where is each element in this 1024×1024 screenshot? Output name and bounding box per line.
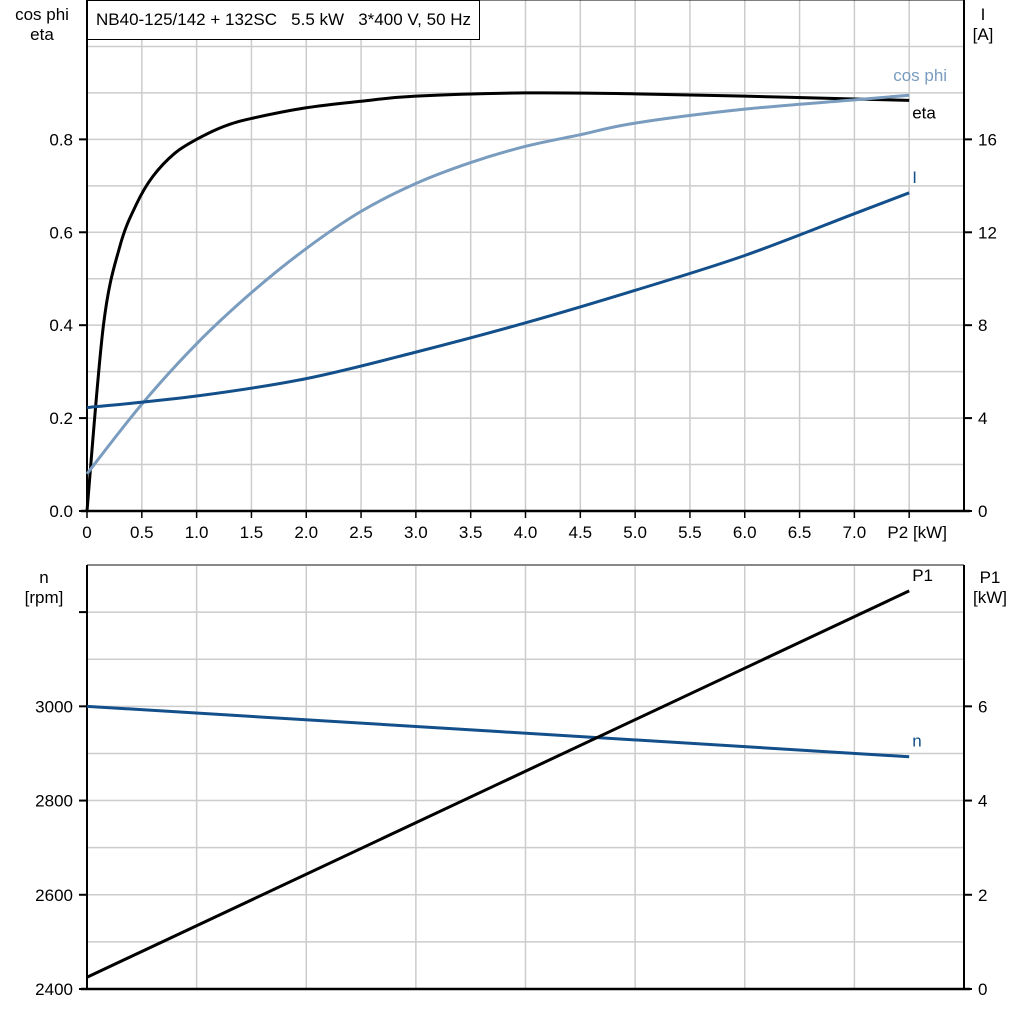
- x-tick-label: 3.0: [404, 523, 428, 542]
- x-tick-label: 6.5: [788, 523, 812, 542]
- right-axis-label: P1: [980, 568, 1001, 587]
- x-tick-label: 5.5: [678, 523, 702, 542]
- right-axis-label: [kW]: [973, 588, 1007, 607]
- y2-tick-label: 4: [978, 409, 987, 428]
- x-tick-label: 3.5: [459, 523, 483, 542]
- x-tick-label: 1.5: [240, 523, 264, 542]
- left-axis-label: eta: [30, 25, 54, 44]
- y2-tick-label: 0: [978, 980, 987, 999]
- x-tick-label: 7.0: [843, 523, 867, 542]
- y2-tick-label: 12: [978, 223, 997, 242]
- series-label-n: n: [912, 732, 921, 751]
- series-label-cos-phi: cos phi: [893, 66, 947, 85]
- series-label-I: I: [912, 168, 917, 187]
- x-tick-label: 5.0: [623, 523, 647, 542]
- x-tick-label: 4.0: [514, 523, 538, 542]
- y-tick-label: 0.8: [49, 130, 73, 149]
- series-line-eta: [85, 91, 910, 512]
- right-axis-label: [A]: [973, 25, 994, 44]
- y2-tick-label: 16: [978, 130, 997, 149]
- series-label-P1: P1: [912, 566, 933, 585]
- x-tick-label: 4.5: [568, 523, 592, 542]
- y-tick-label: 2600: [35, 886, 73, 905]
- y-tick-label: 2400: [35, 980, 73, 999]
- x-tick-label: 2.5: [349, 523, 373, 542]
- series-label-eta: eta: [912, 103, 936, 122]
- y2-tick-label: 0: [978, 502, 987, 521]
- y2-tick-label: 2: [978, 886, 987, 905]
- left-axis-label: [rpm]: [25, 588, 64, 607]
- chart-title: NB40-125/142 + 132SC 5.5 kW 3*400 V, 50 …: [87, 0, 481, 40]
- y-tick-label: 3000: [35, 697, 73, 716]
- right-axis-label: I: [981, 5, 986, 24]
- series-line-I: [86, 191, 910, 410]
- y2-tick-label: 6: [978, 697, 987, 716]
- y-tick-label: 2800: [35, 792, 73, 811]
- y-tick-label: 0.4: [49, 316, 73, 335]
- y2-tick-label: 8: [978, 316, 987, 335]
- y-tick-label: 0.2: [49, 409, 73, 428]
- series-line-P1: [86, 589, 910, 979]
- left-axis-label: n: [39, 568, 48, 587]
- x-tick-label: 0: [82, 523, 91, 542]
- left-axis-label: cos phi: [15, 5, 69, 24]
- x-tick-label: 1.0: [185, 523, 209, 542]
- y-tick-label: 0.0: [49, 502, 73, 521]
- x-tick-label: 6.0: [733, 523, 757, 542]
- y2-tick-label: 4: [978, 792, 987, 811]
- x-tick-label: 2.0: [294, 523, 318, 542]
- series-line-cos-phi: [85, 93, 910, 475]
- x-axis-label: P2 [kW]: [887, 523, 947, 542]
- series-line-n: [86, 704, 910, 759]
- x-tick-label: 0.5: [130, 523, 154, 542]
- y-tick-label: 0.6: [49, 223, 73, 242]
